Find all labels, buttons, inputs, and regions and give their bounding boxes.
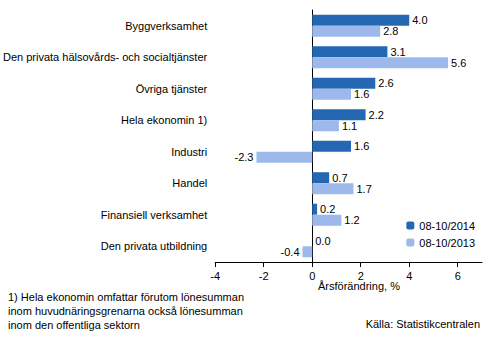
svg-text:1) Hela ekonomin omfattar föru: 1) Hela ekonomin omfattar förutom lönesu… — [8, 291, 244, 303]
svg-text:Byggverksamhet: Byggverksamhet — [125, 20, 207, 32]
svg-text:-2: -2 — [259, 270, 269, 282]
svg-text:08-10/2013: 08-10/2013 — [419, 237, 475, 249]
svg-text:Industri: Industri — [171, 146, 207, 158]
svg-text:inom den offentliga sektorn: inom den offentliga sektorn — [8, 319, 140, 331]
svg-text:-4: -4 — [210, 270, 220, 282]
svg-text:5.6: 5.6 — [451, 57, 466, 69]
svg-text:1.7: 1.7 — [356, 183, 371, 195]
svg-text:08-10/2014: 08-10/2014 — [419, 220, 475, 232]
svg-text:0: 0 — [309, 270, 315, 282]
svg-text:1.6: 1.6 — [354, 140, 369, 152]
svg-text:Finansiell verksamhet: Finansiell verksamhet — [101, 209, 207, 221]
svg-text:2.6: 2.6 — [378, 77, 393, 89]
svg-text:-0.4: -0.4 — [281, 246, 300, 258]
svg-text:Handel: Handel — [172, 177, 207, 189]
svg-text:2.2: 2.2 — [369, 109, 384, 121]
svg-text:4: 4 — [406, 270, 412, 282]
svg-text:0.0: 0.0 — [315, 235, 330, 247]
svg-text:0.7: 0.7 — [332, 172, 347, 184]
svg-text:Källa: Statistikcentralen: Källa: Statistikcentralen — [366, 318, 480, 330]
svg-text:1.2: 1.2 — [344, 214, 359, 226]
svg-text:3.1: 3.1 — [390, 46, 405, 58]
svg-text:1.1: 1.1 — [342, 120, 357, 132]
svg-text:0.2: 0.2 — [320, 203, 335, 215]
svg-text:Hela ekonomin 1): Hela ekonomin 1) — [121, 114, 207, 126]
svg-text:1.6: 1.6 — [354, 88, 369, 100]
svg-text:-2.3: -2.3 — [234, 151, 253, 163]
svg-text:2: 2 — [358, 270, 364, 282]
svg-text:Den privata hälsovårds- och so: Den privata hälsovårds- och socialtjänst… — [3, 51, 208, 63]
svg-text:Den privata utbildning: Den privata utbildning — [101, 240, 207, 252]
svg-text:4.0: 4.0 — [412, 14, 427, 26]
svg-text:2.8: 2.8 — [383, 25, 398, 37]
svg-text:Övriga tjänster: Övriga tjänster — [136, 83, 208, 95]
svg-text:Årsförändring, %: Årsförändring, % — [318, 279, 400, 292]
svg-text:6: 6 — [455, 270, 461, 282]
svg-text:inom huvudnäringsgrenarna ocks: inom huvudnäringsgrenarna också lönesumm… — [8, 305, 243, 317]
